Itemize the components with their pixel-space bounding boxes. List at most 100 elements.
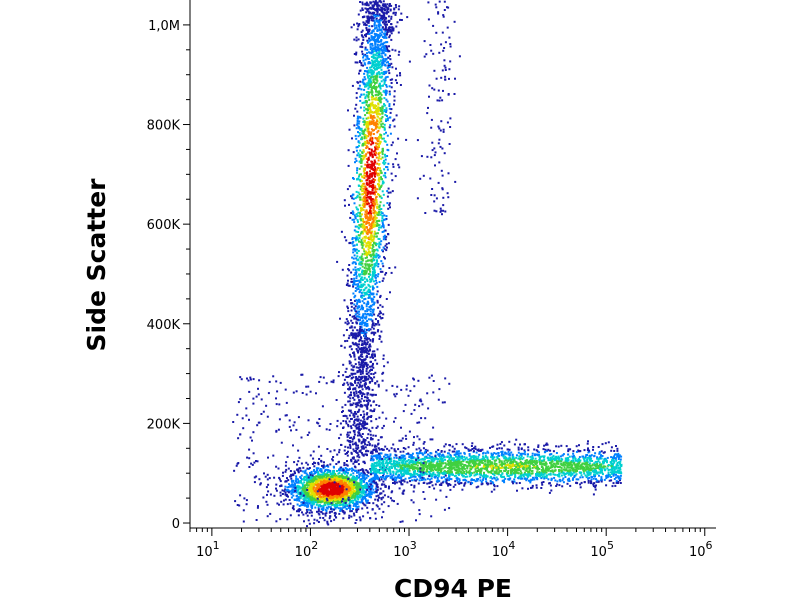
data-point [373, 271, 376, 274]
data-point [341, 508, 343, 511]
data-point [363, 480, 365, 483]
data-point [376, 67, 378, 70]
data-point [364, 439, 367, 442]
data-point [368, 218, 371, 221]
data-point [347, 495, 350, 498]
data-point [378, 238, 381, 241]
data-point [375, 26, 378, 29]
data-point [381, 71, 384, 74]
data-point [356, 178, 358, 181]
data-point [360, 427, 363, 430]
data-point [303, 481, 306, 484]
data-point [358, 299, 361, 302]
data-point [394, 175, 397, 178]
data-point [356, 476, 359, 479]
data-point [371, 308, 374, 311]
data-point [362, 515, 365, 518]
data-point [371, 288, 374, 291]
data-point [329, 497, 332, 500]
data-point [365, 201, 367, 204]
data-point [350, 305, 353, 308]
data-point [377, 265, 380, 268]
data-point [380, 123, 383, 126]
data-point [363, 473, 366, 475]
data-point [355, 460, 358, 463]
data-point [346, 454, 349, 457]
data-point [354, 249, 357, 252]
data-point [298, 508, 301, 511]
data-point [355, 418, 358, 421]
data-point [360, 219, 363, 222]
data-point [323, 485, 326, 488]
data-point [343, 462, 346, 464]
data-point [380, 65, 383, 68]
data-point [351, 482, 354, 485]
data-point [356, 225, 359, 228]
data-point [381, 112, 384, 114]
data-point [354, 495, 357, 498]
data-point [355, 333, 358, 336]
data-point [364, 134, 367, 136]
data-point [280, 484, 283, 487]
data-point [347, 383, 350, 386]
data-point [359, 392, 362, 395]
data-point [357, 485, 360, 488]
data-point [365, 24, 368, 27]
data-point [296, 481, 299, 484]
data-point [352, 372, 355, 375]
data-point [285, 489, 288, 492]
data-point [305, 501, 307, 504]
data-point [369, 468, 372, 470]
data-point [304, 478, 306, 481]
data-point [386, 48, 389, 50]
data-point [353, 498, 356, 501]
data-point [377, 39, 379, 42]
data-point [368, 305, 371, 308]
data-point [371, 153, 374, 156]
data-point [359, 95, 362, 98]
data-point [351, 238, 354, 241]
data-point [362, 492, 365, 495]
data-point [373, 212, 376, 215]
data-point [372, 273, 375, 276]
data-point [368, 152, 371, 155]
data-point [366, 189, 369, 192]
data-point [363, 337, 366, 340]
data-point [330, 488, 333, 491]
data-point [343, 391, 346, 394]
data-point [379, 492, 382, 495]
data-point [353, 486, 356, 488]
data-point [353, 315, 356, 318]
data-point [359, 469, 362, 472]
data-point [362, 219, 365, 222]
data-point [356, 167, 359, 170]
data-point [372, 400, 375, 403]
data-point [313, 465, 316, 468]
data-point [327, 523, 330, 526]
data-point [371, 410, 374, 413]
data-point [378, 109, 381, 112]
data-point [359, 381, 362, 384]
data-point [351, 256, 354, 259]
data-point [276, 502, 279, 505]
data-point [311, 478, 314, 481]
data-point [292, 480, 295, 483]
data-point [359, 241, 362, 244]
data-point [309, 493, 312, 496]
data-point [361, 241, 363, 244]
data-point [382, 496, 385, 499]
data-point [279, 480, 282, 483]
data-point [359, 339, 362, 342]
data-point [320, 505, 323, 508]
data-point [365, 126, 368, 129]
data-point [356, 394, 359, 397]
data-point [358, 132, 361, 135]
data-point [362, 361, 365, 364]
data-point [354, 269, 357, 272]
data-point [362, 21, 365, 24]
data-point [368, 296, 371, 299]
data-point [388, 204, 391, 206]
data-point [376, 137, 379, 140]
data-point [325, 506, 328, 509]
data-point [305, 472, 308, 475]
